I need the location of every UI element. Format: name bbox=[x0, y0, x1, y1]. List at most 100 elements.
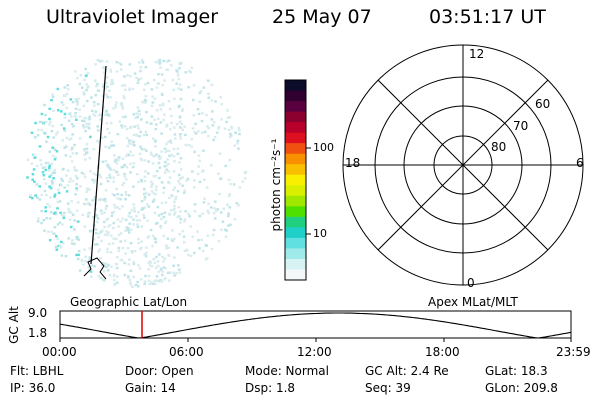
image-pixel bbox=[191, 235, 195, 238]
image-pixel bbox=[44, 113, 47, 117]
image-pixel bbox=[92, 113, 95, 116]
image-pixel bbox=[104, 265, 108, 268]
terminator-line bbox=[90, 65, 107, 265]
image-pixel bbox=[160, 181, 164, 184]
image-pixel bbox=[50, 230, 53, 234]
image-pixel bbox=[226, 109, 229, 112]
image-pixel bbox=[110, 140, 113, 143]
image-pixel bbox=[181, 184, 184, 187]
image-pixel bbox=[169, 271, 172, 274]
image-pixel bbox=[153, 211, 157, 215]
image-pixel bbox=[58, 244, 62, 248]
image-pixel bbox=[102, 198, 105, 201]
image-pixel bbox=[162, 234, 166, 238]
mode-info: Mode: Normal bbox=[245, 364, 329, 378]
image-pixel bbox=[93, 104, 96, 107]
image-pixel bbox=[61, 179, 64, 183]
image-pixel bbox=[120, 258, 124, 262]
image-pixel bbox=[191, 170, 194, 173]
image-pixel bbox=[40, 193, 44, 197]
image-pixel bbox=[193, 186, 196, 189]
image-pixel bbox=[160, 217, 163, 221]
image-pixel bbox=[118, 207, 121, 210]
image-pixel bbox=[75, 188, 79, 192]
image-pixel bbox=[234, 131, 237, 134]
image-pixel bbox=[110, 82, 113, 86]
image-pixel bbox=[112, 274, 116, 278]
image-pixel bbox=[121, 157, 125, 160]
colorbar-tick-label-10: 10 bbox=[313, 227, 327, 240]
image-pixel bbox=[169, 141, 173, 144]
image-pixel bbox=[227, 178, 231, 182]
image-pixel bbox=[138, 135, 141, 138]
image-pixel bbox=[132, 218, 135, 221]
image-pixel bbox=[160, 280, 164, 283]
image-pixel bbox=[82, 126, 86, 129]
image-pixel bbox=[121, 183, 124, 187]
image-pixel bbox=[131, 285, 134, 288]
image-pixel bbox=[123, 163, 126, 167]
image-pixel bbox=[140, 225, 143, 228]
altitude-curve bbox=[59, 312, 572, 339]
image-pixel bbox=[73, 228, 76, 231]
image-pixel bbox=[158, 62, 161, 65]
image-pixel bbox=[112, 210, 116, 214]
image-pixel bbox=[95, 85, 98, 88]
image-pixel bbox=[191, 98, 195, 102]
image-pixel bbox=[157, 155, 161, 158]
image-pixel bbox=[128, 278, 132, 282]
door-info: Door: Open bbox=[125, 364, 194, 378]
image-pixel bbox=[42, 174, 46, 177]
image-pixel bbox=[198, 247, 201, 250]
image-pixel bbox=[85, 188, 89, 191]
image-pixel bbox=[171, 195, 174, 198]
image-pixel bbox=[105, 60, 109, 63]
colorbar-swatch bbox=[285, 227, 306, 239]
image-pixel bbox=[200, 119, 204, 123]
image-pixel bbox=[71, 146, 74, 150]
image-pixel bbox=[151, 244, 154, 248]
image-pixel bbox=[105, 122, 109, 125]
image-pixel bbox=[129, 215, 133, 219]
image-pixel bbox=[65, 106, 68, 110]
image-pixel bbox=[176, 147, 180, 150]
image-pixel bbox=[161, 270, 164, 273]
image-pixel bbox=[124, 218, 128, 222]
image-pixel bbox=[80, 119, 84, 122]
image-pixel bbox=[75, 118, 78, 121]
image-pixel bbox=[132, 133, 136, 136]
image-pixel bbox=[142, 213, 145, 217]
image-pixel bbox=[74, 174, 78, 178]
image-pixel bbox=[120, 193, 123, 197]
image-pixel bbox=[110, 214, 114, 218]
image-pixel bbox=[47, 161, 50, 164]
image-pixel bbox=[177, 215, 181, 218]
image-pixel bbox=[168, 107, 172, 111]
image-pixel bbox=[105, 93, 108, 96]
image-pixel bbox=[159, 225, 162, 228]
image-pixel bbox=[99, 182, 103, 186]
image-pixel bbox=[121, 115, 125, 119]
image-pixel bbox=[198, 214, 202, 218]
image-pixel bbox=[63, 116, 67, 119]
image-pixel bbox=[233, 218, 237, 221]
image-pixel bbox=[126, 226, 130, 230]
image-pixel bbox=[110, 78, 114, 82]
image-pixel bbox=[80, 86, 84, 89]
image-pixel bbox=[189, 71, 192, 74]
image-pixel bbox=[140, 240, 143, 243]
image-pixel bbox=[45, 216, 48, 220]
image-pixel bbox=[82, 91, 85, 94]
image-pixel bbox=[148, 260, 152, 263]
image-pixel bbox=[65, 92, 69, 96]
image-pixel bbox=[206, 79, 210, 82]
image-pixel bbox=[103, 66, 107, 69]
image-pixel bbox=[78, 82, 82, 86]
image-pixel bbox=[114, 158, 117, 161]
image-pixel bbox=[185, 248, 189, 251]
image-pixel bbox=[82, 172, 86, 176]
image-pixel bbox=[198, 180, 202, 184]
image-pixel bbox=[86, 99, 89, 103]
image-pixel bbox=[68, 210, 71, 213]
image-pixel bbox=[143, 175, 147, 178]
